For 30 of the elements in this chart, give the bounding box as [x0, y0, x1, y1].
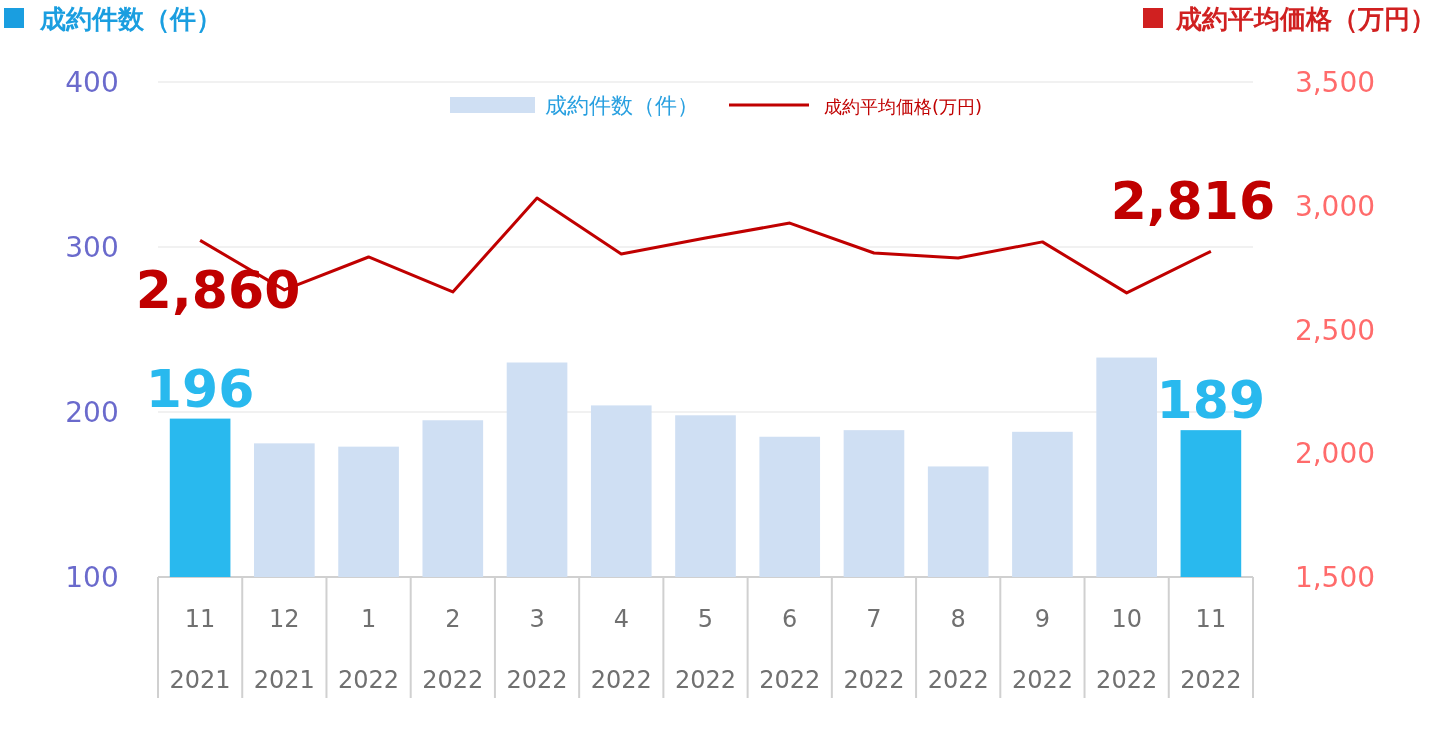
category-label: 10 2022: [1096, 605, 1158, 694]
data-label: 189: [1156, 370, 1266, 431]
y2-tick-label: 2,000: [1294, 437, 1376, 471]
category-label: 11 2022: [1180, 605, 1242, 694]
category-label: 9 2022: [1011, 605, 1073, 694]
legend-label: 成約件数（件）: [545, 93, 699, 118]
data-label: 2,860: [135, 260, 301, 321]
y-tick-label: 400: [65, 66, 119, 99]
category-label: 3 2022: [506, 605, 568, 694]
y2-tick-label: 2,500: [1294, 313, 1376, 347]
data-label: 196: [145, 358, 255, 419]
category-label: 6 2022: [759, 605, 821, 694]
y2-axis-title: 成約平均価格（万円）: [1175, 4, 1436, 34]
data-label: 2,816: [1110, 171, 1276, 232]
category-label: 12 2021: [253, 605, 315, 694]
y2-tick-label: 1,500: [1294, 561, 1376, 594]
y-tick-label: 300: [65, 231, 119, 264]
category-label: 2 2022: [422, 605, 484, 694]
category-label: 11 2021: [169, 605, 231, 694]
y-tick-label: 100: [65, 561, 119, 594]
y2-tick-label: 3,000: [1294, 189, 1376, 223]
category-label: 1 2022: [338, 605, 400, 694]
legend-label: 成約平均価格(万円): [824, 96, 983, 117]
category-label: 8 2022: [927, 605, 989, 694]
category-label: 5 2022: [674, 605, 737, 694]
y-tick-label: 200: [65, 396, 119, 429]
category-label: 7 2022: [843, 605, 905, 694]
y-axis-title: 成約件数（件）: [39, 4, 222, 34]
category-label: 4 2022: [590, 605, 652, 694]
y2-tick-label: 3,500: [1294, 66, 1376, 99]
